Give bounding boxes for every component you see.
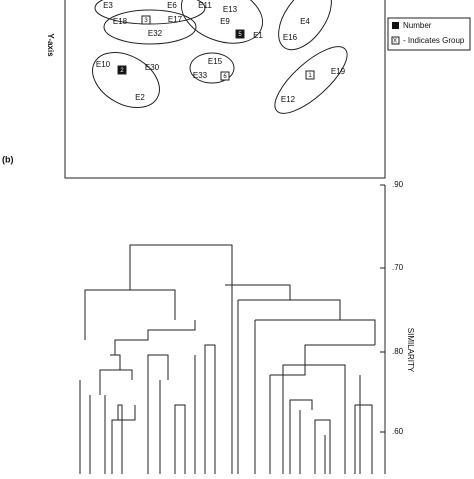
legend-text: - Indicates Group [403, 36, 465, 45]
point-label: E1 [253, 31, 263, 40]
legend-symbol: X [393, 39, 397, 45]
cluster [274, 46, 348, 114]
dendrogram-tree [79, 244, 376, 474]
group-box [141, 15, 151, 25]
cluster [278, 0, 332, 51]
dendrogram-axis-label: SIMILARITY [406, 328, 415, 373]
tick-label: .80 [392, 347, 404, 356]
tick-label: .90 [392, 180, 404, 189]
point-label: E3 [103, 1, 113, 10]
cluster [189, 52, 235, 84]
point-label: E30 [145, 63, 160, 72]
tick-label: .70 [392, 263, 404, 272]
y-axis-label: Y-axis [46, 33, 55, 57]
point-label: E9 [220, 17, 230, 26]
group-box [305, 70, 315, 80]
point-label: E32 [148, 29, 163, 38]
group-number: 2 [120, 68, 124, 74]
point-label: E18 [113, 17, 128, 26]
group-box [117, 65, 127, 75]
legend-swatch [392, 22, 399, 29]
cluster [103, 9, 197, 45]
legend-swatch [391, 36, 400, 45]
cluster [180, 0, 264, 44]
tick-label: .60 [392, 427, 404, 436]
group-number: 1 [308, 73, 312, 79]
panel-label: (b) [2, 154, 14, 164]
group-box [220, 71, 230, 81]
point-label: E13 [223, 5, 238, 14]
point-label: E33 [193, 71, 208, 80]
dendrogram [79, 184, 386, 474]
group-number: 3 [144, 18, 148, 24]
legend-box [387, 17, 471, 51]
point-label: E4 [300, 17, 310, 26]
point-label: E17 [168, 15, 183, 24]
point-label: E12 [281, 95, 296, 104]
point-label: E11 [198, 1, 212, 10]
point-label: E16 [283, 33, 298, 42]
group-box [235, 29, 245, 39]
group-number: 6 [223, 74, 227, 80]
point-label: E6 [167, 1, 177, 10]
point-label: E15 [208, 57, 223, 66]
point-label: E2 [135, 93, 145, 102]
point-label: E19 [331, 67, 346, 76]
point-label: E10 [96, 60, 111, 69]
cluster [92, 52, 160, 108]
group-number: 5 [238, 32, 242, 38]
legend-text: Number [403, 21, 432, 30]
scatter-frame [64, 0, 386, 179]
